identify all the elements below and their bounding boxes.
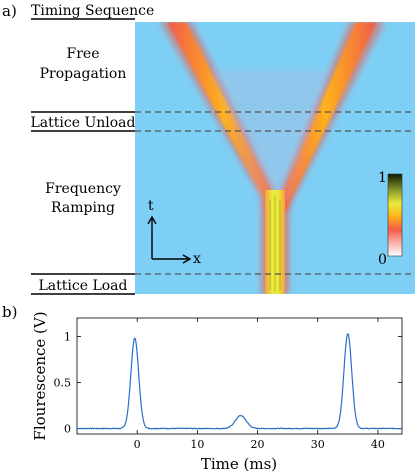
plot-frame xyxy=(76,317,403,435)
x-tick-label: 0 xyxy=(134,438,141,451)
density-image xyxy=(135,22,415,294)
tx-axes xyxy=(147,215,192,264)
y-tick-label: 1 xyxy=(64,330,71,343)
panel-a-label: a) xyxy=(2,2,17,20)
y-axis-ticks: 00.51 xyxy=(54,330,402,435)
stage-free-line2: Propagation xyxy=(40,66,127,82)
x-tick-label: 30 xyxy=(311,438,325,451)
colorbar xyxy=(387,173,403,257)
panel-b-label: b) xyxy=(2,303,17,321)
panel-b: b) 00.51 0 10 20 30 40 Time (ms) Flourescenc… xyxy=(2,303,403,473)
x-axis-ticks: 0 10 20 30 40 xyxy=(134,318,385,451)
x-tick-label: 10 xyxy=(190,438,204,451)
panel-a: a) Timing Sequence xyxy=(2,2,415,295)
x-tick-label: 20 xyxy=(251,438,265,451)
x-axis-title: Time (ms) xyxy=(201,455,277,473)
colorbar-max-label: 1 xyxy=(378,170,387,186)
fluorescence-series-line xyxy=(76,332,403,430)
trap-fringes xyxy=(269,196,281,292)
stage-free-line1: Free xyxy=(67,46,100,62)
stage-ramp-line2: Ramping xyxy=(51,200,115,216)
interference-cone xyxy=(210,70,330,220)
y-tick-label: 0 xyxy=(64,422,71,435)
y-tick-label: 0.5 xyxy=(54,376,72,389)
colorbar-min-label: 0 xyxy=(378,252,387,268)
t-axis-label: t xyxy=(148,198,154,214)
stage-unload: Lattice Unload xyxy=(31,115,136,131)
x-tick-label: 40 xyxy=(371,438,385,451)
stage-load: Lattice Load xyxy=(39,278,128,294)
stage-ramp-line1: Frequency xyxy=(45,181,121,197)
x-axis-label: x xyxy=(193,251,201,267)
y-axis-title: Flourescence (V) xyxy=(31,311,49,440)
timing-lines xyxy=(31,18,135,295)
timing-sequence-title: Timing Sequence xyxy=(31,3,154,19)
